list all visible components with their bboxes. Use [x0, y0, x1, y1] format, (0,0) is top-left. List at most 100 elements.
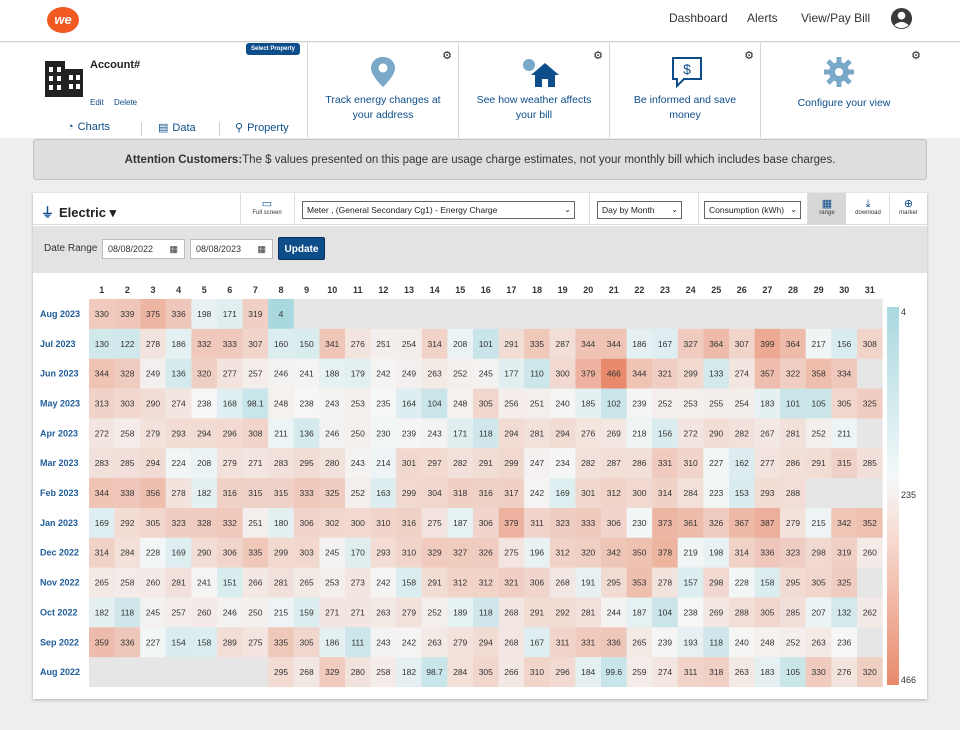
- heatmap-cell: [473, 478, 499, 508]
- calendar-icon[interactable]: ▦: [257, 244, 266, 254]
- measure-select[interactable]: Consumption (kWh) ⌄: [704, 201, 801, 219]
- edit-link[interactable]: Edit: [90, 98, 104, 107]
- heatmap-cell-value: 277: [760, 458, 774, 468]
- heatmap-cell: [447, 537, 473, 568]
- card-track-energy[interactable]: ⚙ Track energy changes at your address: [307, 43, 458, 138]
- heatmap-cell-value: 278: [658, 578, 672, 588]
- card-configure-view[interactable]: ⚙ Configure your view: [760, 43, 927, 138]
- heatmap-cell-value: 281: [581, 607, 595, 617]
- user-avatar-icon[interactable]: [890, 7, 913, 30]
- update-button[interactable]: Update: [278, 237, 325, 260]
- heatmap-cell: [217, 627, 243, 658]
- fullscreen-label: Full screen: [252, 210, 282, 216]
- card-save-money[interactable]: ⚙ $ Be informed and save money: [609, 43, 760, 138]
- heatmap-cell-value: 169: [95, 518, 109, 528]
- heatmap-cell: [857, 328, 883, 359]
- heatmap-cell-value: 298: [812, 548, 826, 558]
- heatmap-cell-value: 322: [786, 369, 800, 379]
- heatmap-cell-value: 167: [658, 339, 672, 349]
- heatmap-cell: [421, 507, 448, 538]
- marker-label: marker: [899, 210, 918, 216]
- heatmap-cell: [396, 657, 422, 688]
- heatmap-cell-value: 227: [709, 458, 723, 468]
- heatmap-cell: [217, 478, 243, 508]
- heatmap-cell-value: 297: [428, 458, 442, 468]
- heatmap-cell: [319, 328, 345, 359]
- heatmap-cell: [319, 418, 345, 449]
- heatmap-cell-value: 251: [248, 518, 262, 528]
- heatmap-cell-value: 242: [376, 578, 390, 588]
- toolbar-divider: [807, 193, 808, 225]
- heatmap-cell-value: 312: [556, 548, 570, 558]
- heatmap-cell-value: 167: [530, 637, 544, 647]
- heatmap-cell-value: 273: [351, 578, 365, 588]
- heatmap-cell: [677, 627, 704, 658]
- heatmap-cell: [831, 567, 857, 598]
- heatmap-cell-value: 332: [223, 518, 237, 528]
- nav-view-pay-bill[interactable]: View/Pay Bill: [801, 11, 871, 25]
- start-date-input[interactable]: 08/08/2022 ▦: [102, 239, 185, 259]
- range-button[interactable]: ▦ range: [808, 193, 846, 225]
- plus-circle-icon: ⊕: [903, 198, 914, 210]
- card-weather[interactable]: ⚙ See how weather affects your bill: [458, 43, 609, 138]
- heatmap-cell: [165, 418, 192, 449]
- heatmap-cell: [319, 567, 345, 598]
- heatmap-cell-value: 301: [581, 488, 595, 498]
- heatmap-cell-value: 299: [684, 369, 698, 379]
- heatmap-cell: [319, 507, 345, 538]
- heatmap-cell-value: 170: [351, 548, 365, 558]
- card-gear-icon[interactable]: ⚙: [442, 50, 452, 62]
- heatmap-cell: [703, 328, 729, 359]
- view-select[interactable]: Day by Month ⌄: [597, 201, 682, 219]
- heatmap-cell-value: 263: [428, 369, 442, 379]
- end-date-input[interactable]: 08/08/2023 ▦: [190, 239, 273, 259]
- card-gear-icon[interactable]: ⚙: [593, 50, 603, 62]
- delete-link[interactable]: Delete: [114, 98, 138, 107]
- heatmap-cell-value: 136: [300, 428, 314, 438]
- heatmap-cell-value: 189: [453, 607, 467, 617]
- tab-property[interactable]: ⚲ Property: [235, 121, 289, 134]
- heatmap-cell-value: 98.1: [247, 398, 264, 408]
- tab-data[interactable]: ▤ Data: [158, 121, 196, 134]
- heatmap-cell-value: 292: [120, 518, 134, 528]
- nav-dashboard[interactable]: Dashboard: [669, 11, 728, 25]
- heatmap-cell-value: 211: [837, 428, 851, 438]
- heatmap-cell-value: 320: [197, 369, 211, 379]
- heatmap-cell-value: 272: [95, 428, 109, 438]
- heatmap-cell-value: 317: [504, 488, 518, 498]
- heatmap-cell: [447, 657, 473, 688]
- select-property-button[interactable]: Select Property: [246, 43, 301, 55]
- heatmap-cell: [575, 627, 601, 658]
- meter-select[interactable]: Meter , (General Secondary Cg1) - Energy…: [302, 201, 575, 219]
- heatmap-cell: [114, 388, 141, 419]
- day-column-label: 20: [583, 285, 593, 295]
- heatmap-cell: [729, 657, 755, 688]
- heatmap-cell-value: 278: [172, 488, 186, 498]
- heatmap-cell-value: 239: [402, 428, 416, 438]
- card-gear-icon[interactable]: ⚙: [744, 50, 754, 62]
- toolbar-divider: [294, 193, 295, 225]
- heatmap-cell: [293, 567, 320, 598]
- heatmap-cell: [345, 597, 371, 628]
- heatmap-cell-value: 344: [95, 369, 109, 379]
- fullscreen-button[interactable]: ▭ Full screen: [241, 193, 293, 225]
- marker-button[interactable]: ⊕ marker: [890, 193, 927, 225]
- card-gear-icon[interactable]: ⚙: [911, 50, 921, 62]
- day-column-label: 17: [506, 285, 516, 295]
- tab-charts[interactable]: ◔ Charts: [67, 121, 110, 133]
- heatmap-cell: [319, 537, 345, 568]
- heatmap-cell-value: 241: [300, 369, 314, 379]
- service-dropdown[interactable]: ⏚ Electric ▾: [41, 202, 116, 221]
- heatmap-cell-value: 329: [428, 548, 442, 558]
- heatmap-cell-value: 306: [479, 518, 493, 528]
- logo[interactable]: we: [47, 7, 79, 33]
- download-button[interactable]: ⤓ download: [847, 193, 889, 225]
- nav-alerts[interactable]: Alerts: [747, 11, 778, 25]
- heatmap-cell-value: 336: [120, 637, 134, 647]
- toolbar-divider: [589, 193, 590, 225]
- heatmap-cell: [575, 567, 601, 598]
- calendar-icon[interactable]: ▦: [169, 244, 178, 254]
- heatmap-cell-value: 244: [607, 607, 621, 617]
- heatmap-cell-value: 169: [172, 548, 186, 558]
- heatmap-cell-value: 263: [428, 637, 442, 647]
